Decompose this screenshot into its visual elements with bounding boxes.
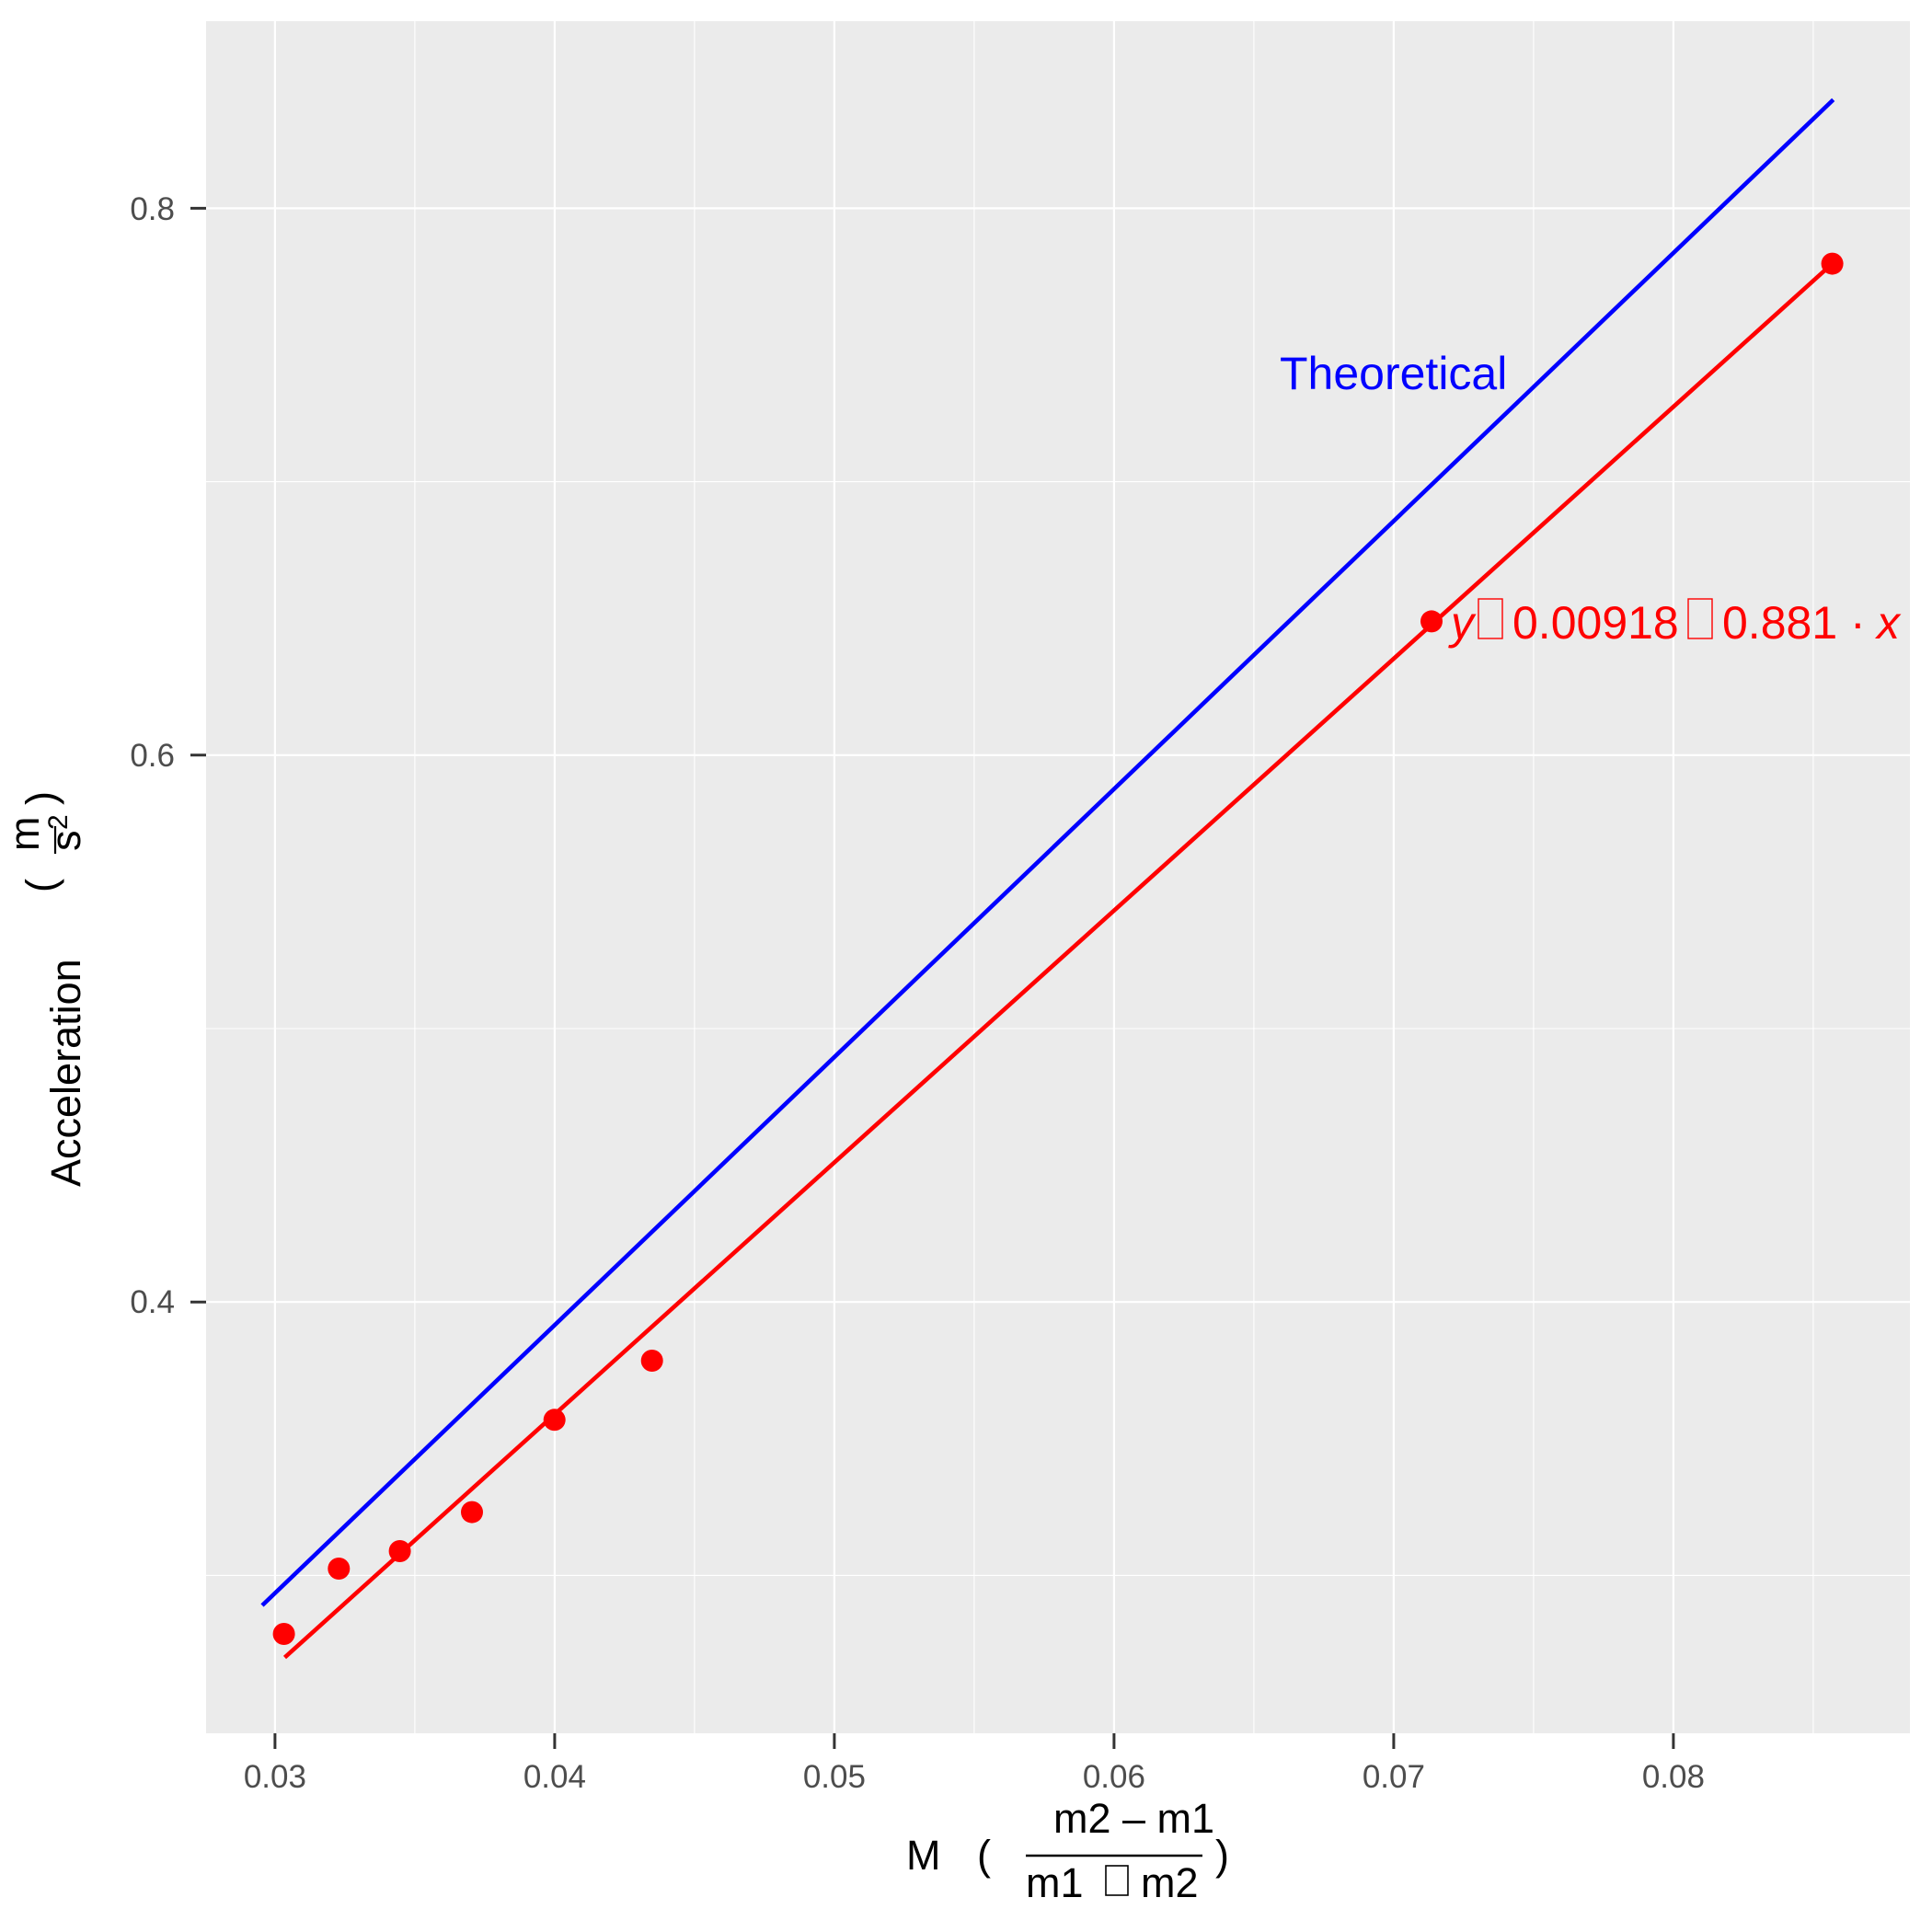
svg-text:0.04: 0.04 xyxy=(523,1759,586,1795)
svg-text:0.08: 0.08 xyxy=(1642,1759,1705,1795)
svg-text:): ) xyxy=(1215,1832,1229,1879)
svg-text:): ) xyxy=(17,791,64,805)
svg-text:0.8: 0.8 xyxy=(130,191,175,227)
svg-text:2: 2 xyxy=(43,814,74,830)
svg-text:s: s xyxy=(42,831,89,852)
svg-text:m2: m2 xyxy=(1141,1859,1199,1906)
svg-text:0.05: 0.05 xyxy=(803,1759,866,1795)
svg-text:m: m xyxy=(1,817,48,852)
svg-text:0.6: 0.6 xyxy=(130,738,175,774)
svg-text:m2 – m1: m2 – m1 xyxy=(1053,1795,1214,1842)
svg-text:M: M xyxy=(906,1832,941,1879)
svg-text:Theoretical: Theoretical xyxy=(1280,348,1507,399)
svg-text:0.881 ·: 0.881 · xyxy=(1722,597,1866,649)
svg-text:(: ( xyxy=(977,1832,991,1879)
svg-text:0.06: 0.06 xyxy=(1083,1759,1145,1795)
svg-text:0.07: 0.07 xyxy=(1363,1759,1425,1795)
svg-text:m1: m1 xyxy=(1026,1859,1084,1906)
svg-text:0.4: 0.4 xyxy=(130,1284,175,1320)
svg-text:0.03: 0.03 xyxy=(244,1759,306,1795)
svg-text:x: x xyxy=(1875,597,1902,649)
svg-text:(: ( xyxy=(17,879,64,892)
svg-text:0.00918: 0.00918 xyxy=(1512,597,1679,649)
svg-text:Acceleration: Acceleration xyxy=(42,959,89,1187)
